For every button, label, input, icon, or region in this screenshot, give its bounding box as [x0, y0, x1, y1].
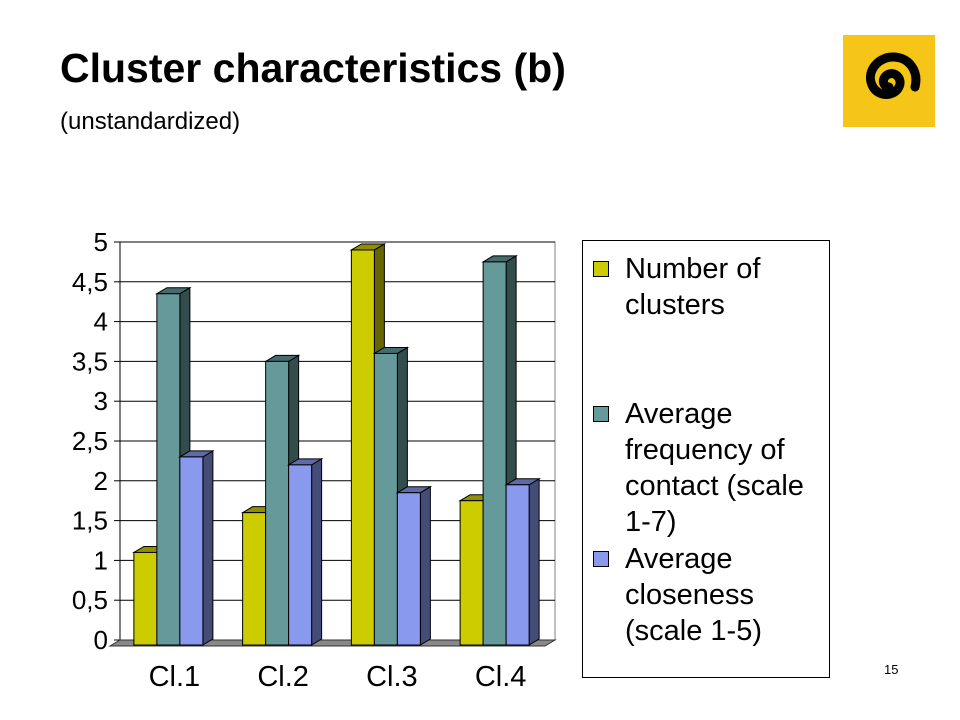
y-tick-label: 4,5	[72, 267, 108, 297]
x-tick-label: Cl.3	[366, 661, 418, 693]
y-tick-label: 0,5	[72, 585, 108, 615]
bar	[482, 261, 507, 646]
y-tick-label: 3,5	[72, 346, 108, 376]
y-tick-label: 2,5	[72, 426, 108, 456]
bar	[459, 500, 484, 646]
x-tick-label: Cl.2	[257, 661, 309, 693]
y-tick-label: 1,5	[72, 506, 108, 536]
y-tick-label: 0	[94, 625, 108, 655]
slide-title: Cluster characteristics (b)	[60, 45, 566, 91]
bar	[350, 249, 375, 646]
bar	[265, 360, 290, 646]
logo-spiral	[866, 52, 921, 99]
y-tick-label: 4	[94, 307, 108, 337]
slide-subtitle: (unstandardized)	[60, 108, 241, 135]
bar	[133, 551, 158, 646]
y-tick-label: 2	[94, 466, 108, 496]
y-tick-label: 5	[94, 227, 108, 257]
legend-item-average-frequency: Average frequency of contact (scale 1-7)	[593, 396, 835, 540]
legend-label-average-frequency: Average frequency of contact (scale 1-7)	[625, 398, 804, 538]
bar-side	[419, 485, 431, 646]
legend-swatch-average-frequency	[593, 406, 609, 422]
legend-item-average-closeness: Average closeness (scale 1-5)	[593, 541, 835, 649]
bar	[396, 492, 421, 646]
page-number: 15	[884, 662, 899, 677]
bar-side	[528, 477, 540, 646]
y-tick-label: 1	[94, 545, 108, 575]
bar	[179, 456, 204, 646]
x-tick-label: Cl.1	[149, 661, 201, 693]
bar	[373, 352, 398, 646]
bar-side	[311, 457, 323, 646]
bar	[288, 464, 313, 646]
legend-swatch-average-closeness	[593, 551, 609, 567]
x-tick-label: Cl.4	[475, 661, 527, 693]
bar	[505, 484, 530, 646]
legend-label-average-closeness: Average closeness (scale 1-5)	[625, 543, 762, 647]
bar	[242, 512, 267, 646]
legend-label-number-of-clusters: Number of clusters	[625, 253, 761, 321]
bar-side	[202, 450, 214, 646]
bar	[156, 293, 181, 646]
legend-item-number-of-clusters: Number of clusters	[593, 251, 835, 323]
chart-legend: Number of clusters Average frequency of …	[582, 240, 830, 678]
spiral-logo-icon	[843, 35, 935, 127]
y-tick-label: 3	[94, 386, 108, 416]
legend-swatch-number-of-clusters	[593, 261, 609, 277]
